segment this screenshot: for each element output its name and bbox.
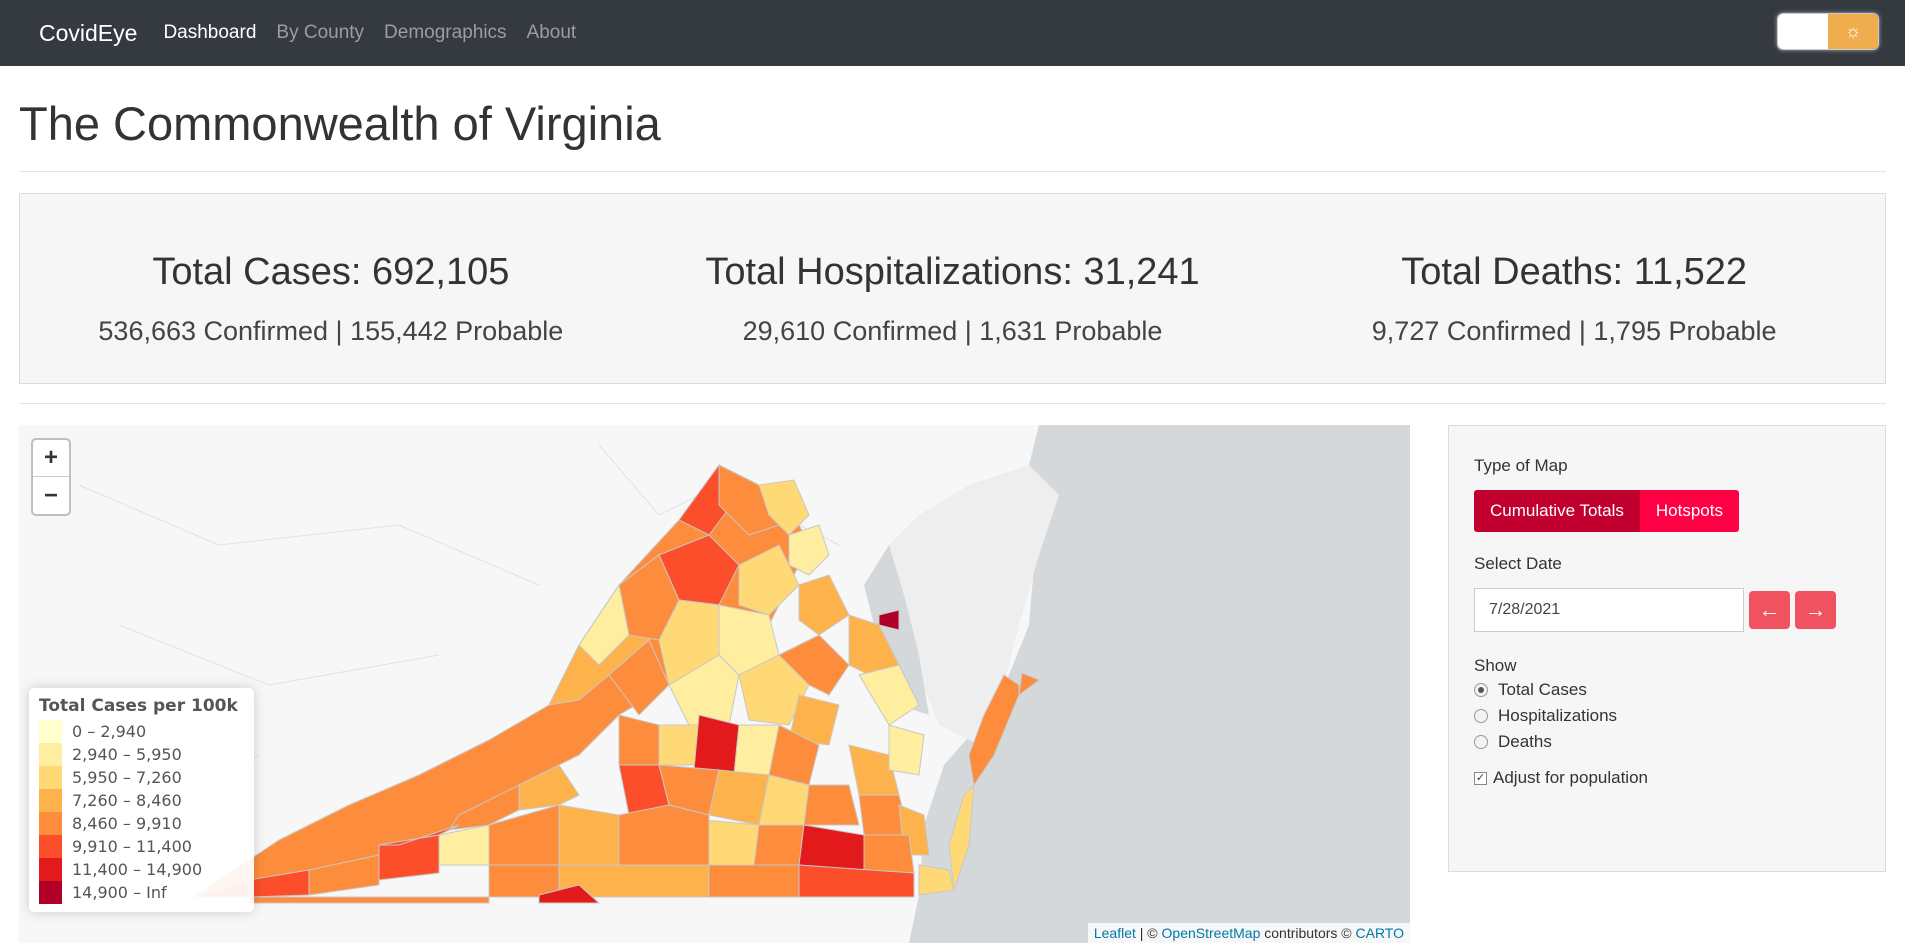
map-type-label: Type of Map bbox=[1474, 456, 1568, 475]
cumulative-totals-button[interactable]: Cumulative Totals bbox=[1474, 490, 1640, 532]
page-title: The Commonwealth of Virginia bbox=[19, 97, 661, 150]
legend-item: 8,460 – 9,910 bbox=[39, 812, 244, 835]
legend-item: 9,910 – 11,400 bbox=[39, 835, 244, 858]
radio-button[interactable] bbox=[1474, 683, 1488, 697]
nav-dashboard[interactable]: Dashboard bbox=[163, 22, 257, 43]
select-date-label: Select Date bbox=[1474, 554, 1562, 573]
virginia-counties bbox=[192, 464, 1041, 904]
legend-label: 9,910 – 11,400 bbox=[72, 837, 192, 856]
stat-hospitalizations: Total Hospitalizations: 31,241 29,610 Co… bbox=[642, 194, 1264, 383]
radio-label: Hospitalizations bbox=[1498, 706, 1618, 725]
theme-toggle-track bbox=[1778, 14, 1828, 49]
brand-logo[interactable]: CovidEye bbox=[39, 19, 138, 46]
legend-label: 8,460 – 9,910 bbox=[72, 814, 182, 833]
nav-demographics[interactable]: Demographics bbox=[384, 22, 507, 43]
radio-button[interactable] bbox=[1474, 709, 1488, 723]
arrow-left-icon: ← bbox=[1758, 597, 1781, 622]
stat-deaths-total: Total Deaths: 11,522 bbox=[1401, 251, 1748, 293]
divider bbox=[19, 171, 1886, 172]
adjust-population-checkbox[interactable]: ✓ Adjust for population bbox=[1474, 768, 1860, 788]
date-picker: 7/28/2021 ← → bbox=[1474, 588, 1860, 632]
legend-item: 14,900 – Inf bbox=[39, 881, 244, 904]
legend-label: 0 – 2,940 bbox=[72, 722, 147, 741]
stat-deaths: Total Deaths: 11,522 9,727 Confirmed | 1… bbox=[1263, 194, 1885, 383]
arrow-right-icon: → bbox=[1804, 597, 1827, 622]
hotspots-button[interactable]: Hotspots bbox=[1639, 490, 1739, 532]
stats-panel: Total Cases: 692,105 536,663 Confirmed |… bbox=[19, 193, 1886, 384]
stat-cases-total: Total Cases: 692,105 bbox=[152, 251, 510, 293]
theme-toggle[interactable]: ☼ bbox=[1777, 13, 1879, 50]
navbar: CovidEye Dashboard By County Demographic… bbox=[0, 0, 1905, 66]
radio-total-cases[interactable]: Total Cases bbox=[1474, 680, 1860, 700]
map-type-toggle: Cumulative Totals Hotspots bbox=[1474, 490, 1860, 532]
zoom-out-button[interactable]: − bbox=[43, 481, 58, 509]
map-attribution: Leaflet | © OpenStreetMap contributors ©… bbox=[1087, 923, 1410, 943]
legend-swatch bbox=[39, 720, 62, 743]
date-input[interactable]: 7/28/2021 bbox=[1474, 588, 1744, 632]
attribution-sep: | © bbox=[1135, 925, 1162, 941]
divider bbox=[19, 403, 1886, 404]
stat-cases: Total Cases: 692,105 536,663 Confirmed |… bbox=[20, 194, 642, 383]
legend-swatch bbox=[39, 858, 62, 881]
legend-item: 2,940 – 5,950 bbox=[39, 743, 244, 766]
stat-deaths-detail: 9,727 Confirmed | 1,795 Probable bbox=[1371, 316, 1777, 346]
carto-link[interactable]: CARTO bbox=[1355, 925, 1405, 941]
radio-hospitalizations[interactable]: Hospitalizations bbox=[1474, 706, 1860, 726]
legend-item: 11,400 – 14,900 bbox=[39, 858, 244, 881]
chesapeake-bay bbox=[864, 545, 929, 715]
radio-label: Total Cases bbox=[1498, 680, 1587, 699]
legend-swatch bbox=[39, 881, 62, 904]
radio-label: Deaths bbox=[1498, 732, 1552, 751]
show-label: Show bbox=[1474, 656, 1517, 675]
legend-swatch bbox=[39, 743, 62, 766]
zoom-control: + − bbox=[31, 438, 71, 516]
map-legend: Total Cases per 100k 0 – 2,940 2,940 – 5… bbox=[29, 688, 254, 912]
legend-label: 5,950 – 7,260 bbox=[72, 768, 182, 787]
osm-link[interactable]: OpenStreetMap bbox=[1161, 925, 1261, 941]
legend-swatch bbox=[39, 789, 62, 812]
legend-item: 0 – 2,940 bbox=[39, 720, 244, 743]
legend-item: 5,950 – 7,260 bbox=[39, 766, 244, 789]
checkbox-label: Adjust for population bbox=[1493, 768, 1648, 787]
nav-about[interactable]: About bbox=[526, 22, 577, 43]
radio-deaths[interactable]: Deaths bbox=[1474, 732, 1860, 752]
stat-hosp-total: Total Hospitalizations: 31,241 bbox=[705, 251, 1200, 293]
legend-title: Total Cases per 100k bbox=[39, 696, 238, 716]
controls-panel: Type of Map Cumulative Totals Hotspots S… bbox=[1448, 425, 1886, 872]
legend-swatch bbox=[39, 812, 62, 835]
zoom-in-button[interactable]: + bbox=[33, 440, 69, 477]
radio-button[interactable] bbox=[1474, 735, 1488, 749]
legend-swatch bbox=[39, 766, 62, 789]
next-date-button[interactable]: → bbox=[1795, 591, 1836, 629]
legend-item: 7,260 – 8,460 bbox=[39, 789, 244, 812]
legend-label: 14,900 – Inf bbox=[72, 883, 167, 902]
stat-hosp-detail: 29,610 Confirmed | 1,631 Probable bbox=[742, 316, 1163, 346]
leaflet-link[interactable]: Leaflet bbox=[1093, 925, 1136, 941]
nav-by-county[interactable]: By County bbox=[276, 22, 365, 43]
legend-label: 11,400 – 14,900 bbox=[72, 860, 203, 879]
legend-label: 2,940 – 5,950 bbox=[72, 745, 182, 764]
map-canvas[interactable] bbox=[19, 425, 1410, 943]
checkbox[interactable]: ✓ bbox=[1474, 771, 1487, 785]
stat-cases-detail: 536,663 Confirmed | 155,442 Probable bbox=[98, 316, 564, 346]
choropleth-map[interactable]: + − Total Cases per 100k 0 – 2,940 2,940… bbox=[19, 425, 1410, 943]
legend-label: 7,260 – 8,460 bbox=[72, 791, 182, 810]
prev-date-button[interactable]: ← bbox=[1749, 591, 1790, 629]
legend-swatch bbox=[39, 835, 62, 858]
land-delmarva bbox=[889, 465, 1059, 745]
sun-icon: ☼ bbox=[1828, 14, 1878, 49]
attribution-contrib: contributors © bbox=[1260, 925, 1356, 941]
